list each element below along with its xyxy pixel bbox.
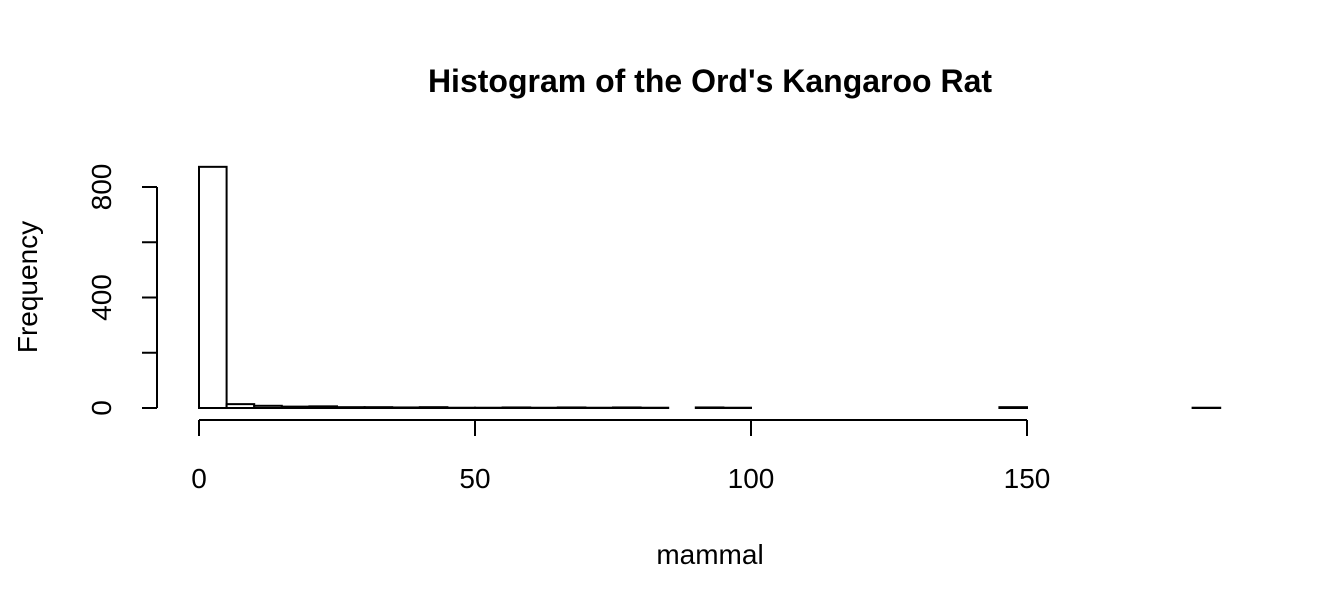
y-tick-label: 800 — [86, 164, 117, 211]
histogram-bar — [391, 406, 421, 410]
x-axis-label: mammal — [656, 539, 763, 570]
chart-title: Histogram of the Ord's Kangaroo Rat — [428, 63, 992, 99]
y-tick-label: 0 — [86, 400, 117, 416]
histogram-bar — [363, 406, 394, 410]
histogram-bar — [694, 406, 725, 410]
x-tick-label: 150 — [1004, 463, 1051, 494]
x-tick-label: 100 — [728, 463, 775, 494]
histogram-bar — [198, 165, 228, 409]
histogram-bar — [998, 406, 1029, 410]
y-axis-ticks: 0 400 800 — [86, 164, 157, 416]
histogram-bar — [418, 406, 449, 410]
y-axis-label: Frequency — [12, 221, 43, 353]
x-tick-label: 0 — [191, 463, 207, 494]
histogram-bar — [280, 405, 311, 409]
y-tick-label: 400 — [86, 274, 117, 321]
histogram-bar — [225, 403, 256, 410]
histogram-bar — [556, 406, 587, 410]
histogram-bar — [308, 405, 338, 409]
histogram-bar — [253, 404, 283, 410]
histogram-bar — [336, 406, 366, 410]
x-axis-ticks: 0 50 100 150 — [191, 420, 1050, 494]
x-tick-label: 50 — [459, 463, 490, 494]
histogram-bar — [501, 406, 532, 410]
histogram-bar — [612, 406, 642, 410]
bars-group — [198, 165, 1222, 410]
